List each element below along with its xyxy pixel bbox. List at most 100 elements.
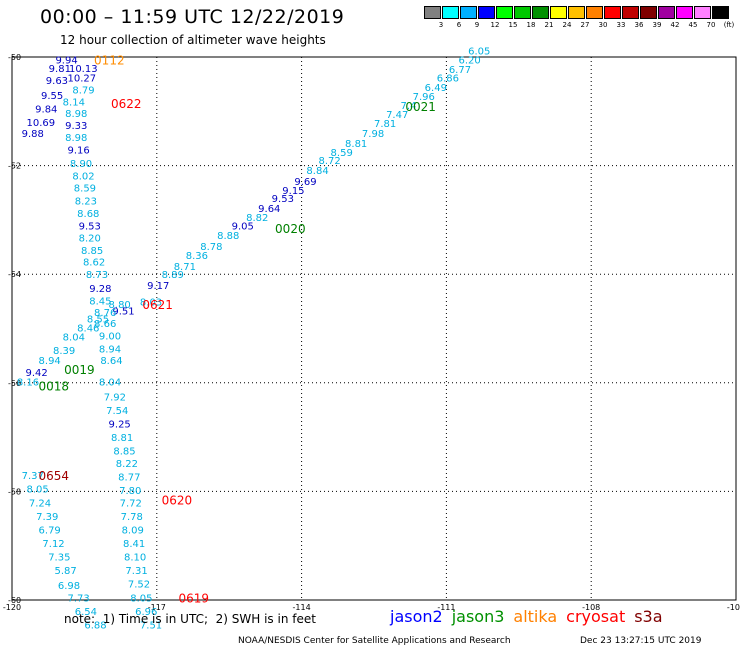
- swh-value: 6.79: [39, 525, 61, 536]
- swh-value: 8.81: [345, 139, 367, 150]
- swh-value: 8.77: [118, 473, 140, 484]
- timestamp: Dec 23 13:27:15 UTC 2019: [580, 636, 702, 646]
- swh-value: 7.72: [120, 498, 142, 509]
- pass-time-label: 0621: [142, 298, 173, 312]
- swh-value: 8.23: [75, 196, 97, 207]
- plot-border: [11, 56, 737, 601]
- colorbar-label: 33: [616, 21, 626, 29]
- colorbar-swatch: [604, 6, 621, 19]
- swh-value: 8.05: [26, 485, 48, 496]
- swh-value: 6.54: [75, 607, 97, 618]
- colorbar-swatch: [676, 6, 693, 19]
- colorbar-swatch: [532, 6, 549, 19]
- swh-value: 8.94: [39, 356, 61, 367]
- swh-value: 7.96: [413, 92, 435, 103]
- swh-value: 7.31: [125, 566, 147, 577]
- pass-time-label: 0112: [94, 54, 125, 68]
- swh-value: 8.04: [99, 378, 121, 389]
- swh-value: 8.94: [99, 345, 121, 356]
- swh-value: 7.35: [48, 553, 70, 564]
- x-tick-label: -105: [727, 603, 740, 612]
- y-tick-label: -56: [8, 379, 21, 388]
- swh-value: 7.24: [29, 498, 51, 509]
- swh-value: 9.53: [79, 221, 101, 232]
- swh-value: 10.13: [69, 64, 98, 75]
- swh-value: 8.14: [63, 98, 85, 109]
- colorbar-label: 39: [652, 21, 662, 29]
- swh-value: 8.80: [109, 300, 131, 311]
- swh-value: 6.96: [135, 607, 157, 618]
- colorbar-swatch: [586, 6, 603, 19]
- x-tick-label: -117: [148, 603, 166, 612]
- swh-value: 8.82: [246, 213, 268, 224]
- satellite-legend: jason2 jason3 altika cryosat s3a: [390, 607, 672, 626]
- swh-value: 8.71: [174, 262, 196, 273]
- pass-time-label: 0654: [39, 469, 70, 483]
- swh-value: 6.77: [449, 65, 471, 76]
- swh-value: 8.85: [81, 246, 103, 257]
- credit-line: NOAA/NESDIS Center for Satellite Applica…: [238, 636, 511, 646]
- swh-value: 10.27: [68, 74, 97, 85]
- swh-value: 8.98: [65, 109, 87, 120]
- swh-value: 8.90: [70, 159, 92, 170]
- colorbar-label: 18: [526, 21, 536, 29]
- pass-time-label: 0020: [275, 222, 306, 236]
- swh-value: 10.69: [26, 118, 55, 129]
- x-tick-label: -111: [437, 603, 455, 612]
- swh-value: 9.81: [49, 64, 71, 75]
- colorbar-label: 9: [474, 21, 480, 29]
- swh-value: 7.54: [106, 406, 128, 417]
- chart-subtitle: 12 hour collection of altimeter wave hei…: [60, 33, 326, 47]
- swh-value: 8.76: [94, 308, 116, 319]
- pass-time-labels: 0112 0622 0021 0020 0621 0019 0018 0654 0620 0619: [39, 54, 436, 606]
- pass-time-label: 0619: [179, 591, 210, 605]
- satellite-name: altika: [513, 607, 558, 626]
- pass-time-label: 0018: [39, 380, 70, 394]
- swh-value: 6.20: [458, 56, 480, 67]
- swh-value: 9.64: [258, 204, 280, 215]
- colorbar-swatch: [694, 6, 711, 19]
- swh-value: 9.84: [35, 105, 57, 116]
- swh-value: 8.05: [130, 593, 152, 604]
- satellite-name: jason3: [451, 607, 505, 626]
- y-tick-label: -50: [8, 53, 21, 62]
- swh-value: 9.00: [99, 332, 121, 343]
- swh-value: 8.98: [65, 133, 87, 144]
- swh-value: 8.22: [116, 459, 138, 470]
- swh-value: 8.62: [83, 258, 105, 269]
- swh-value: 7.73: [68, 593, 90, 604]
- colorbar-label: 6: [456, 21, 462, 29]
- swh-value: 8.36: [186, 251, 208, 262]
- colorbar-label: 45: [688, 21, 698, 29]
- swh-value: 8.89: [162, 270, 184, 281]
- colorbar-swatch: [424, 6, 441, 19]
- colorbar-label: 24: [562, 21, 572, 29]
- swh-value: 9.63: [46, 76, 68, 87]
- swh-value: 9.33: [65, 121, 87, 132]
- swh-value: 8.73: [86, 270, 108, 281]
- colorbar-label: 12: [490, 21, 500, 29]
- colorbar-swatch: [460, 6, 477, 19]
- swh-value: 9.16: [68, 145, 90, 156]
- swh-value: 9.42: [26, 368, 48, 379]
- colorbar-label: 21: [544, 21, 554, 29]
- swh-value: 8.88: [217, 231, 239, 242]
- swh-value: 8.85: [113, 447, 135, 458]
- colorbar-swatch: [550, 6, 567, 19]
- swh-value: 7.52: [128, 580, 150, 591]
- colorbar-swatch: [442, 6, 459, 19]
- satellite-name: cryosat: [566, 607, 626, 626]
- pass-time-label: 0622: [111, 97, 142, 111]
- x-tick-label: -120: [3, 603, 21, 612]
- swh-value: 9.17: [147, 281, 169, 292]
- swh-value: 8.41: [123, 539, 145, 550]
- swh-value: 8.04: [63, 333, 85, 344]
- colorbar-swatch: [568, 6, 585, 19]
- y-tick-label: -58: [8, 487, 21, 496]
- footnote: note: 1) Time is in UTC; 2) SWH is in fe…: [64, 612, 316, 626]
- colorbar-swatch: [712, 6, 729, 19]
- swh-value: 6.88: [84, 620, 106, 631]
- colorbar-swatch: [640, 6, 657, 19]
